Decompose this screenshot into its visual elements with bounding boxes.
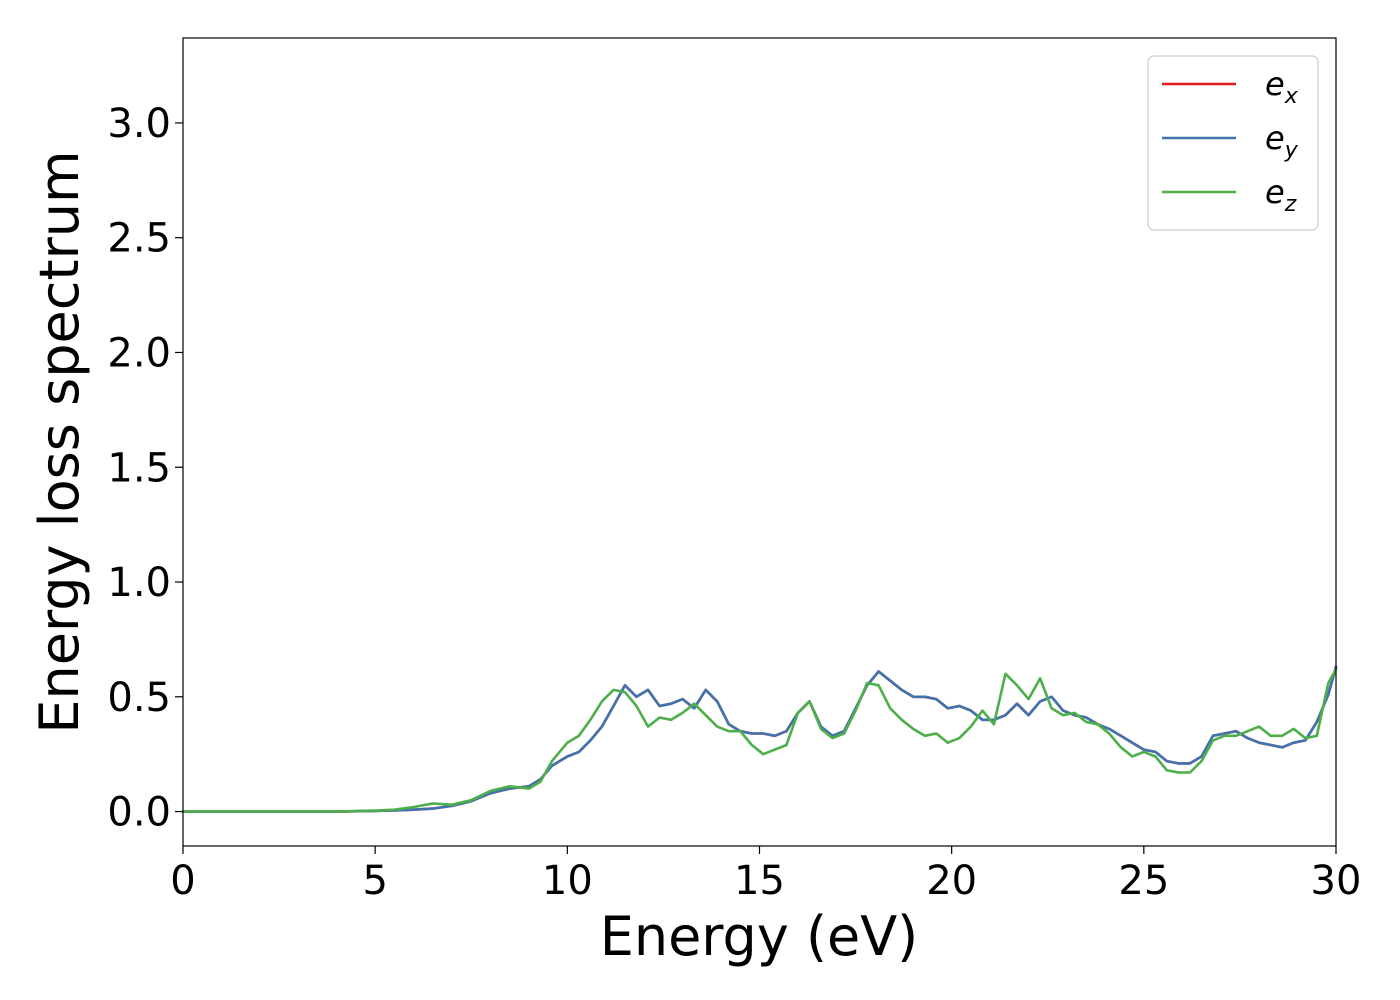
y-tick-label: 2.0	[107, 330, 171, 376]
x-axis-ticks: 0 5 10 15 20 25 30	[170, 846, 1361, 904]
y-tick-label: 3.0	[107, 101, 171, 147]
series-layer	[181, 665, 1338, 813]
x-tick-label: 5	[362, 858, 387, 904]
y-tick-label: 2.5	[107, 216, 171, 262]
legend-label-subscript: z	[1284, 192, 1297, 217]
legend-label-subscript: y	[1284, 138, 1299, 163]
legend-label-base: e	[1265, 119, 1285, 157]
y-tick-label: 1.5	[107, 445, 171, 491]
legend-label-x: ex	[1265, 65, 1299, 109]
x-tick-label: 0	[170, 858, 195, 904]
plot-area	[183, 38, 1336, 846]
series-line-z	[181, 668, 1338, 813]
y-tick-label: 0.0	[107, 790, 171, 836]
y-axis-label: Energy loss spectrum	[28, 150, 91, 733]
y-tick-label: 0.5	[107, 675, 171, 721]
legend-label-base: e	[1265, 65, 1285, 103]
legend-label-y: ey	[1265, 119, 1299, 163]
legend-label-subscript: x	[1284, 84, 1299, 109]
x-tick-label: 25	[1118, 858, 1169, 904]
y-axis-ticks: 0.0 0.5 1.0 1.5 2.0 2.5 3.0	[107, 101, 183, 836]
x-axis-label: Energy (eV)	[600, 905, 919, 968]
x-tick-label: 20	[926, 858, 977, 904]
x-tick-label: 30	[1311, 858, 1362, 904]
legend-label-base: e	[1265, 173, 1285, 211]
legend-label-z: ez	[1265, 173, 1297, 217]
x-tick-label: 15	[734, 858, 785, 904]
y-tick-label: 1.0	[107, 560, 171, 606]
legend-box	[1147, 55, 1319, 231]
x-tick-label: 10	[542, 858, 593, 904]
